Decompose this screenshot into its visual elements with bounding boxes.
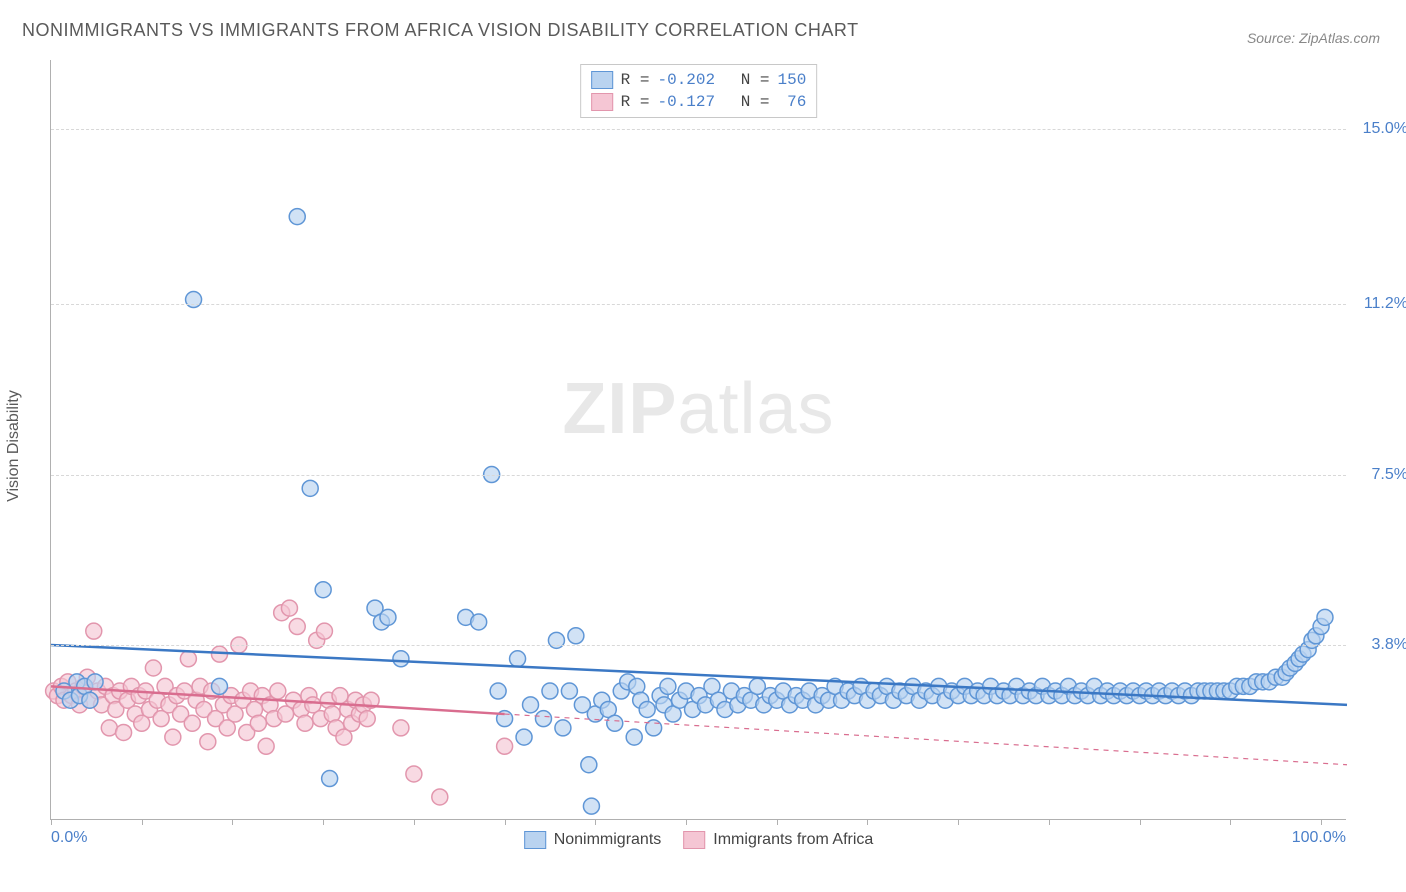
legend-swatch-b2: [683, 831, 705, 849]
chart-title: NONIMMIGRANTS VS IMMIGRANTS FROM AFRICA …: [22, 20, 859, 41]
ytick-label: 15.0%: [1354, 120, 1406, 138]
ytick-label: 7.5%: [1354, 466, 1406, 484]
ytick-label: 3.8%: [1354, 636, 1406, 654]
y-axis-label: Vision Disability: [5, 390, 23, 502]
series-legend: Nonimmigrants Immigrants from Africa: [524, 831, 874, 849]
legend-swatch-a2: [524, 831, 546, 849]
ytick-label: 11.2%: [1354, 295, 1406, 313]
x-label-max: 100.0%: [1292, 829, 1346, 847]
source-label: Source: ZipAtlas.com: [1247, 30, 1380, 46]
scatter-svg: [51, 60, 1346, 819]
legend-item-b: Immigrants from Africa: [683, 831, 873, 849]
plot-area: ZIPatlas R = -0.202 N = 150 R = -0.127 N…: [50, 60, 1346, 820]
series-b-name: Immigrants from Africa: [713, 831, 873, 849]
x-label-min: 0.0%: [51, 829, 87, 847]
legend-item-a: Nonimmigrants: [524, 831, 662, 849]
series-a-name: Nonimmigrants: [554, 831, 662, 849]
